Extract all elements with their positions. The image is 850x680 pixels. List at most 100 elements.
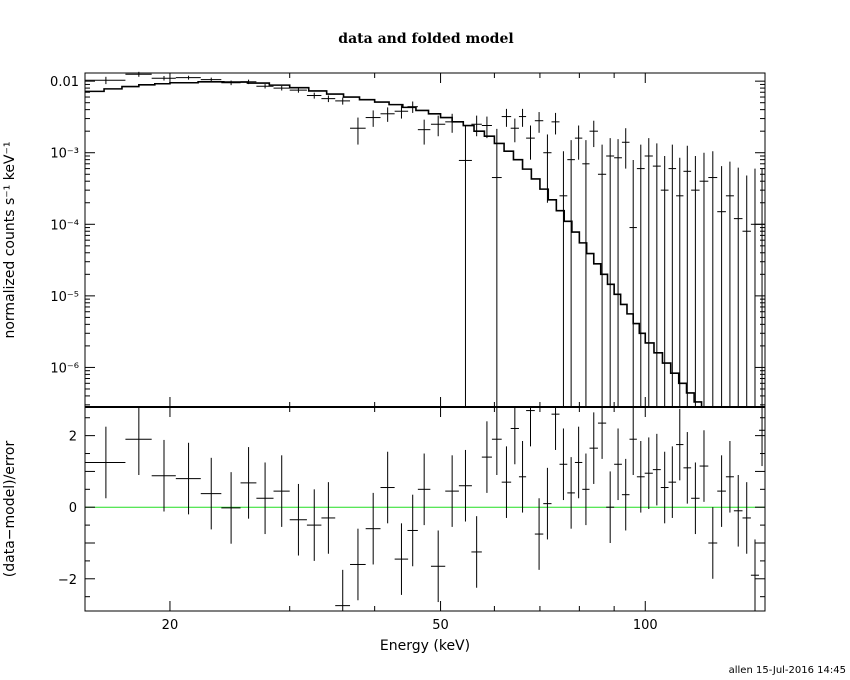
- data-point: [559, 151, 568, 407]
- residual-point: [582, 453, 590, 526]
- data-point: [597, 144, 607, 407]
- residual-point: [273, 455, 290, 527]
- residual-point: [125, 407, 152, 475]
- data-point: [691, 155, 700, 407]
- residual-point: [621, 458, 630, 531]
- data-point: [567, 140, 575, 407]
- residual-point: [491, 407, 502, 475]
- top-panel: 0.01 10⁻³ 10⁻⁴ 10⁻⁵ 10⁻⁶ normalized counts s…: [2, 71, 766, 417]
- data-point: [417, 119, 431, 145]
- data-point: [526, 125, 535, 160]
- data-point: [491, 128, 502, 407]
- residual-point: [668, 446, 677, 518]
- data-series: [85, 71, 765, 407]
- data-point: [445, 113, 459, 133]
- residual-point: [321, 482, 336, 554]
- y-tick-label: 0.01: [50, 75, 79, 90]
- model-series: [85, 80, 765, 408]
- residual-point: [750, 539, 760, 611]
- residual-point: [256, 462, 274, 535]
- residual-frame: [84, 406, 766, 612]
- data-point: [660, 155, 669, 407]
- residual-point: [458, 449, 472, 522]
- data-point: [668, 144, 677, 407]
- residual-point: [717, 455, 726, 527]
- data-point: [708, 151, 718, 407]
- residual-point: [471, 516, 482, 588]
- data-point: [221, 80, 241, 86]
- residual-point: [365, 492, 381, 565]
- residual-point: [567, 457, 575, 529]
- residual-point: [417, 453, 431, 526]
- chart-title: data and folded model: [338, 31, 513, 47]
- residual-point: [151, 439, 176, 512]
- residual-point: [518, 441, 527, 513]
- residual-y-tick-label: −2: [58, 573, 77, 588]
- residual-point: [691, 462, 700, 535]
- model-step-line: [85, 80, 765, 408]
- data-point: [256, 84, 274, 89]
- residual-point: [335, 569, 351, 611]
- residual-series: [85, 407, 765, 611]
- data-point: [273, 85, 290, 91]
- residual-point: [543, 467, 552, 540]
- data-point: [636, 144, 645, 407]
- data-point: [394, 105, 409, 119]
- data-point: [621, 128, 630, 169]
- data-point: [365, 110, 381, 127]
- data-point: [589, 120, 598, 148]
- data-point: [742, 175, 751, 407]
- residual-point: [407, 494, 418, 567]
- data-point: [676, 157, 684, 407]
- residual-point: [652, 433, 661, 506]
- residual-point: [240, 447, 257, 519]
- residual-point: [606, 471, 615, 543]
- data-point: [582, 140, 590, 407]
- residual-point: [614, 428, 622, 501]
- residual-y-axis-label: (data−model)/error: [2, 441, 18, 578]
- y-tick-label: 10⁻⁶: [50, 361, 79, 376]
- x-axis-label: Energy (keV): [380, 638, 470, 654]
- residual-point: [306, 489, 322, 561]
- data-point: [471, 115, 482, 137]
- residual-point: [683, 432, 692, 504]
- data-point: [481, 116, 492, 139]
- y-tick-label: 10⁻⁵: [50, 290, 79, 305]
- data-point: [725, 161, 734, 407]
- residual-point: [676, 408, 684, 481]
- residual-point: [644, 437, 653, 509]
- data-point: [629, 160, 637, 407]
- residual-point: [510, 407, 519, 465]
- residual-point: [200, 457, 222, 530]
- data-point: [717, 166, 726, 407]
- data-point: [683, 145, 692, 407]
- residual-point: [725, 441, 734, 513]
- residual-point: [589, 412, 598, 484]
- residual-point: [289, 483, 307, 556]
- data-point: [518, 108, 527, 127]
- residual-point: [597, 407, 607, 459]
- data-point: [306, 92, 322, 99]
- data-point: [380, 107, 395, 122]
- data-point: [289, 87, 307, 93]
- x-tick-label: 20: [162, 618, 179, 633]
- data-point: [733, 167, 743, 407]
- data-point: [335, 97, 351, 105]
- data-point: [543, 134, 552, 203]
- data-point: [85, 76, 126, 85]
- data-point: [240, 79, 257, 85]
- footer-stamp: allen 15-Jul-2016 14:45: [728, 665, 846, 676]
- data-point: [551, 112, 560, 135]
- residual-point: [445, 455, 459, 527]
- residual-point: [526, 407, 535, 447]
- x-tick-label: 50: [432, 618, 449, 633]
- data-point: [321, 95, 336, 103]
- data-point: [430, 115, 446, 137]
- residual-point: [501, 446, 512, 518]
- residual-point: [699, 430, 709, 502]
- residual-point: [759, 407, 765, 467]
- residual-point: [629, 407, 637, 475]
